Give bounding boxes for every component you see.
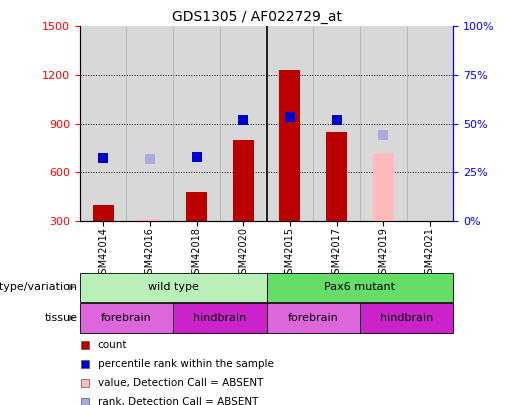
Point xyxy=(379,132,387,138)
Text: forebrain: forebrain xyxy=(288,313,338,323)
Point xyxy=(81,379,89,386)
Text: value, Detection Call = ABSENT: value, Detection Call = ABSENT xyxy=(98,378,263,388)
Text: wild type: wild type xyxy=(148,282,199,292)
Point xyxy=(193,153,201,160)
Text: Pax6 mutant: Pax6 mutant xyxy=(324,282,396,292)
Bar xyxy=(279,70,300,221)
Text: GDS1305 / AF022729_at: GDS1305 / AF022729_at xyxy=(173,10,342,24)
Point xyxy=(286,114,294,120)
Bar xyxy=(373,153,393,221)
Point xyxy=(81,360,89,367)
Point xyxy=(332,117,340,124)
Point xyxy=(146,156,154,162)
Bar xyxy=(233,140,254,221)
Point xyxy=(81,399,89,405)
Text: count: count xyxy=(98,340,127,350)
Point xyxy=(81,341,89,348)
Text: percentile rank within the sample: percentile rank within the sample xyxy=(98,359,274,369)
Text: tissue: tissue xyxy=(44,313,77,323)
Bar xyxy=(186,192,207,221)
Text: rank, Detection Call = ABSENT: rank, Detection Call = ABSENT xyxy=(98,397,258,405)
Point xyxy=(99,154,107,161)
Bar xyxy=(140,219,160,221)
Bar xyxy=(326,132,347,221)
Bar xyxy=(93,205,114,221)
Text: hindbrain: hindbrain xyxy=(380,313,433,323)
Bar xyxy=(419,221,440,222)
Text: hindbrain: hindbrain xyxy=(193,313,247,323)
Point xyxy=(239,117,247,124)
Text: forebrain: forebrain xyxy=(101,313,152,323)
Text: genotype/variation: genotype/variation xyxy=(0,282,77,292)
